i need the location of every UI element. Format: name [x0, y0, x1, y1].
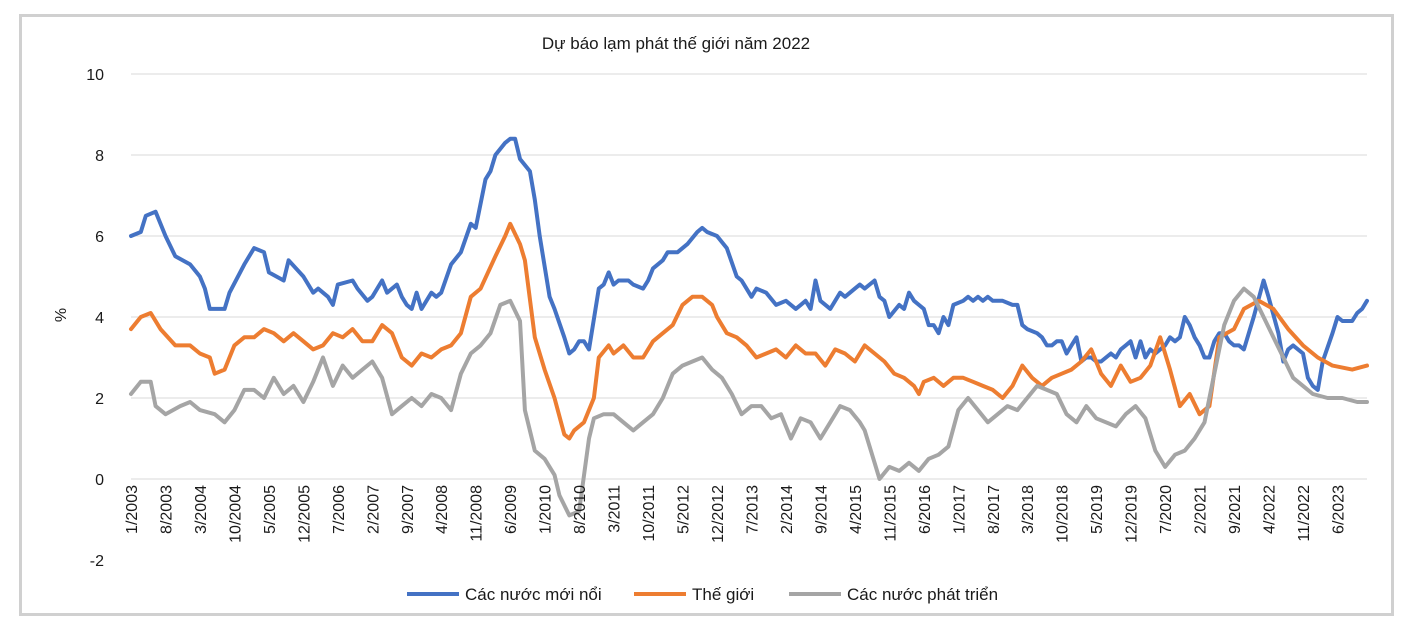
x-tick-label: 2/2014	[779, 485, 796, 534]
series-line-1	[129, 136, 1369, 392]
x-tick-label: 11/2015	[882, 485, 899, 542]
x-tick-label: 5/2005	[262, 485, 279, 534]
line-chart: Dự báo lạm phát thế giới năm 2022 -2 0 2 4 6…	[53, 34, 1369, 604]
x-tick-label: 12/2005	[296, 485, 313, 543]
y-tick-label: 6	[95, 229, 104, 246]
x-tick-label: 7/2006	[331, 485, 348, 534]
chart-frame: Dự báo lạm phát thế giới năm 2022 -2 0 2 4 6…	[19, 14, 1394, 616]
x-tick-label: 11/2008	[469, 485, 486, 542]
x-tick-label: 1/2003	[124, 485, 141, 534]
x-tick-label: 4/2022	[1262, 485, 1279, 534]
y-axis-label: %	[53, 308, 70, 322]
y-tick-label: 8	[95, 148, 104, 165]
x-tick-label: 8/2017	[986, 485, 1003, 534]
series-lines	[129, 136, 1369, 518]
x-tick-label: 5/2012	[676, 485, 693, 534]
x-tick-label: 6/2009	[503, 485, 520, 534]
x-tick-label: 9/2007	[400, 485, 417, 534]
x-tick-label: 9/2014	[813, 485, 830, 534]
x-tick-label: 12/2012	[710, 485, 727, 543]
x-tick-label: 6/2016	[917, 485, 934, 534]
x-axis-ticks: 1/2003 8/2003 3/2004 10/2004 5/2005 12/2005 7/…	[124, 485, 1347, 543]
series-line-3	[129, 286, 1369, 518]
x-tick-label: 10/2004	[227, 485, 244, 543]
x-tick-label: 5/2019	[1089, 485, 1106, 534]
y-tick-label: 0	[95, 472, 104, 489]
x-tick-label: 2/2021	[1193, 485, 1210, 534]
chart-title: Dự báo lạm phát thế giới năm 2022	[542, 34, 810, 53]
x-tick-label: 10/2018	[1055, 485, 1072, 543]
x-tick-label: 2/2007	[365, 485, 382, 534]
x-tick-label: 10/2011	[641, 485, 658, 542]
series-line-2	[129, 221, 1369, 441]
x-tick-label: 1/2010	[538, 485, 555, 534]
x-tick-label: 7/2020	[1158, 485, 1175, 534]
x-tick-label: 1/2017	[951, 485, 968, 534]
x-tick-label: 3/2018	[1020, 485, 1037, 534]
y-tick-label: 10	[86, 67, 104, 84]
y-tick-label: 2	[95, 391, 104, 408]
x-tick-label: 3/2004	[193, 485, 210, 534]
x-tick-label: 4/2008	[434, 485, 451, 534]
x-tick-label: 12/2019	[1124, 485, 1141, 543]
x-tick-label: 9/2021	[1227, 485, 1244, 534]
gridlines	[131, 73, 1367, 480]
legend-label-3: Các nước phát triển	[847, 585, 998, 604]
x-tick-label: 3/2011	[607, 485, 624, 533]
y-tick-label: -2	[90, 553, 104, 570]
x-tick-label: 11/2022	[1296, 485, 1313, 542]
x-tick-label: 4/2015	[848, 485, 865, 534]
x-tick-label: 8/2003	[158, 485, 175, 534]
legend: Các nước mới nổi Thế giới Các nước phát tr…	[407, 585, 998, 604]
x-tick-label: 7/2013	[744, 485, 761, 534]
y-tick-label: 4	[95, 310, 104, 327]
legend-label-2: Thế giới	[692, 585, 754, 604]
x-tick-label: 6/2023	[1330, 485, 1347, 534]
legend-label-1: Các nước mới nổi	[465, 585, 602, 604]
y-axis-ticks: -2 0 2 4 6 8 10	[86, 67, 104, 570]
x-tick-label: 8/2010	[572, 485, 589, 534]
